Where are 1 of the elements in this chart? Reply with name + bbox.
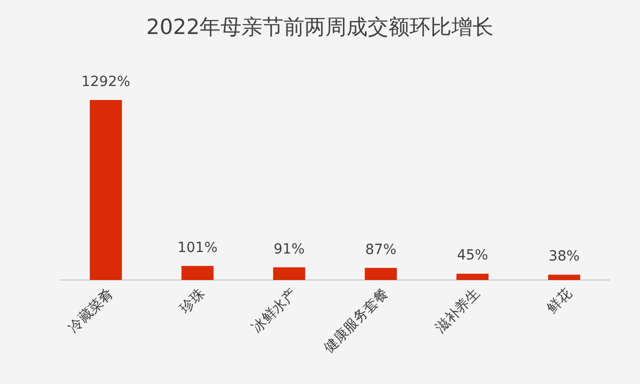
title: 2022年母亲节前两周成交额环比增长 (146, 15, 494, 39)
